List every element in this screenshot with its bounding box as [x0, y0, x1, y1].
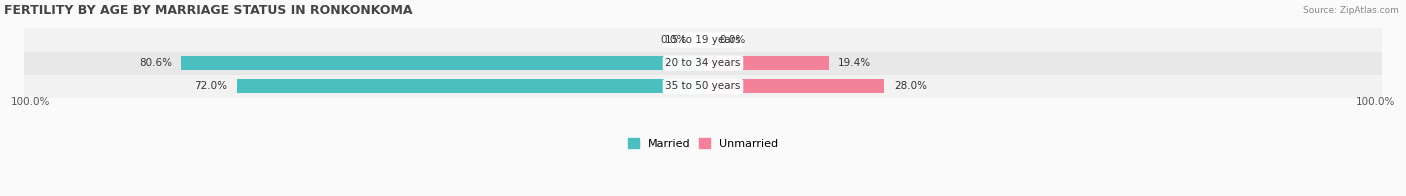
Text: 0.0%: 0.0%: [661, 35, 686, 45]
Bar: [703, 79, 884, 93]
Text: 0.0%: 0.0%: [720, 35, 745, 45]
Bar: [181, 56, 703, 70]
Bar: [703, 56, 828, 70]
Text: Source: ZipAtlas.com: Source: ZipAtlas.com: [1303, 6, 1399, 15]
Text: 100.0%: 100.0%: [11, 97, 51, 107]
Text: 20 to 34 years: 20 to 34 years: [665, 58, 741, 68]
Text: 15 to 19 years: 15 to 19 years: [665, 35, 741, 45]
Text: FERTILITY BY AGE BY MARRIAGE STATUS IN RONKONKOMA: FERTILITY BY AGE BY MARRIAGE STATUS IN R…: [4, 4, 413, 17]
Text: 72.0%: 72.0%: [194, 81, 228, 91]
Bar: [238, 79, 703, 93]
Bar: [24, 52, 1382, 75]
Legend: Married, Unmarried: Married, Unmarried: [627, 138, 779, 149]
Text: 80.6%: 80.6%: [139, 58, 172, 68]
Text: 35 to 50 years: 35 to 50 years: [665, 81, 741, 91]
Bar: [24, 28, 1382, 52]
Text: 28.0%: 28.0%: [894, 81, 927, 91]
Text: 100.0%: 100.0%: [1355, 97, 1395, 107]
Text: 19.4%: 19.4%: [838, 58, 872, 68]
Bar: [24, 75, 1382, 98]
